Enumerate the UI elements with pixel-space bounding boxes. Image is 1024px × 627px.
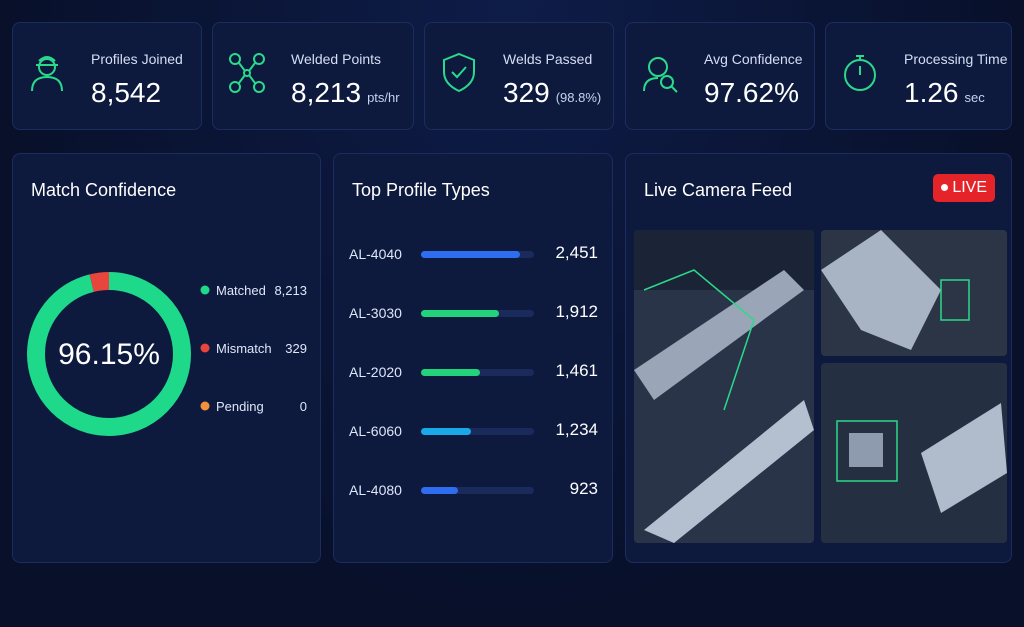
kpi-value: 8,213 pts/hr xyxy=(291,77,400,109)
profile-value: 1,461 xyxy=(555,361,598,380)
kpi-number: 8,542 xyxy=(91,77,162,108)
kpi-value: 8,542 xyxy=(91,77,161,109)
legend-value: 329 xyxy=(285,341,307,356)
card-title: Top Profile Types xyxy=(352,180,490,200)
bar-track xyxy=(421,428,534,435)
live-dot xyxy=(941,184,949,192)
profile-name: AL-6060 xyxy=(349,423,402,439)
legend-dot xyxy=(200,285,210,295)
legend-value: 8,213 xyxy=(274,283,307,298)
kpi-unit: sec xyxy=(964,90,985,105)
kpi-label: Welds Passed xyxy=(503,51,593,67)
kpi-card: Welds Passed 329 (98.8%) xyxy=(424,22,614,130)
legend-name: Mismatch xyxy=(216,341,272,356)
card-title: Live Camera Feed xyxy=(644,180,793,200)
bar xyxy=(421,369,481,376)
center-label: 96.15% xyxy=(58,338,160,371)
profiles-card: Top Profile Types AL-4040 2,451 AL-3030 1,9… xyxy=(333,153,613,563)
kpi-icon xyxy=(443,52,475,93)
kpi-card: Processing Time 1.26 sec xyxy=(825,22,1012,130)
camera-view xyxy=(821,363,1007,543)
bar xyxy=(421,251,521,258)
kpi-unit: pts/hr xyxy=(367,90,400,105)
kpi-icon xyxy=(643,57,678,93)
donut-chart: Matched 8,213 Mismatch 329 Pending 0 96.15% xyxy=(27,272,307,436)
kpi-label: Profiles Joined xyxy=(91,51,183,67)
kpi-number: 97.62% xyxy=(704,77,799,108)
bar-track xyxy=(421,487,534,494)
profile-value: 923 xyxy=(569,479,598,498)
legend-name: Matched xyxy=(216,283,266,298)
kpi-card: Avg Confidence 97.62% xyxy=(625,22,815,130)
bar xyxy=(421,310,499,317)
legend-value: 0 xyxy=(300,399,307,414)
profile-name: AL-4080 xyxy=(349,482,402,498)
kpi-icon xyxy=(229,53,265,93)
profile-row: AL-2020 1,461 xyxy=(334,360,614,384)
kpi-label: Processing Time xyxy=(904,51,1008,67)
legend-name: Pending xyxy=(216,399,264,414)
legend-dot xyxy=(200,343,210,353)
profile-name: AL-2020 xyxy=(349,364,402,380)
profile-row: AL-3030 1,912 xyxy=(334,301,614,325)
live-text: LIVE xyxy=(952,179,987,196)
profile-row: AL-4040 2,451 xyxy=(334,242,614,266)
kpi-icon xyxy=(31,56,63,92)
bar xyxy=(421,428,472,435)
kpi-value: 1.26 sec xyxy=(904,77,985,109)
bar-track xyxy=(421,369,534,376)
camera-card: Live Camera Feed LIVE xyxy=(625,153,1012,563)
camera-view xyxy=(634,230,814,543)
kpi-icon xyxy=(844,55,876,91)
donut-segment xyxy=(27,272,191,436)
profile-value: 1,912 xyxy=(555,302,598,321)
match-card: Match Confidence Matched 8,213 Mismatch 329… xyxy=(12,153,321,563)
bar-track xyxy=(421,310,534,317)
kpi-card: Welded Points 8,213 pts/hr xyxy=(212,22,414,130)
kpi-card: Profiles Joined 8,542 xyxy=(12,22,202,130)
camera-view xyxy=(821,230,1007,356)
kpi-label: Welded Points xyxy=(291,51,382,67)
profile-name: AL-3030 xyxy=(349,305,402,321)
profile-row: AL-6060 1,234 xyxy=(334,419,614,443)
kpi-label: Avg Confidence xyxy=(704,51,803,67)
profile-name: AL-4040 xyxy=(349,246,402,262)
kpi-number: 8,213 xyxy=(291,77,362,108)
profile-value: 1,234 xyxy=(555,420,598,439)
kpi-value: 329 (98.8%) xyxy=(503,77,601,109)
profile-value: 2,451 xyxy=(555,243,598,262)
legend-dot xyxy=(200,401,210,411)
kpi-number: 1.26 xyxy=(904,77,959,108)
kpi-number: 329 xyxy=(503,77,550,108)
kpi-value: 97.62% xyxy=(704,77,799,109)
live-badge: LIVE xyxy=(933,174,995,202)
profile-row: AL-4080 923 xyxy=(334,478,614,502)
bar xyxy=(421,487,459,494)
kpi-unit: (98.8%) xyxy=(555,90,602,105)
card-title: Match Confidence xyxy=(31,180,177,200)
bar-track xyxy=(421,251,534,258)
